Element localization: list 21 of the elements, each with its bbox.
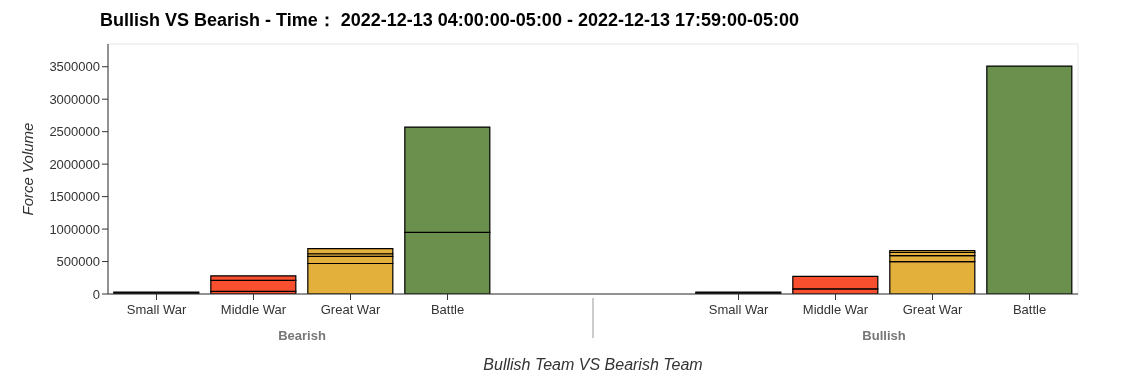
- x-tick-label: Battle: [430, 302, 465, 317]
- y-tick-label: 2000000: [49, 156, 100, 172]
- x-tick-label: Small War: [708, 302, 769, 317]
- y-tick-label: 1500000: [49, 189, 100, 205]
- y-tick-label: 1000000: [49, 221, 100, 237]
- chart-title: Bullish VS Bearish - Time： 2022-12-13 04:00:00-05:00 - 2022-12-13 17:59:00-05:00: [99, 9, 801, 32]
- x-tick-label: Small War: [126, 302, 187, 317]
- x-tick-label: Middle War: [220, 302, 287, 317]
- x-tick-label: Great War: [902, 302, 963, 317]
- y-tick-label: 0: [92, 286, 100, 302]
- y-tick-label: 3000000: [49, 91, 100, 107]
- x-tick-label: Battle: [1012, 302, 1047, 317]
- y-tick-label: 500000: [56, 254, 100, 270]
- x-axis-title: Bullish Team VS Bearish Team: [482, 356, 704, 374]
- text: Bearish: [277, 328, 327, 343]
- x-tick-label: Great War: [320, 302, 381, 317]
- y-tick-label: 3500000: [49, 59, 100, 75]
- text: Bullish: [861, 328, 907, 343]
- y-tick-label: 2500000: [49, 124, 100, 140]
- x-tick-label: Middle War: [802, 302, 869, 317]
- y-axis-title: Force Volume: [19, 122, 37, 216]
